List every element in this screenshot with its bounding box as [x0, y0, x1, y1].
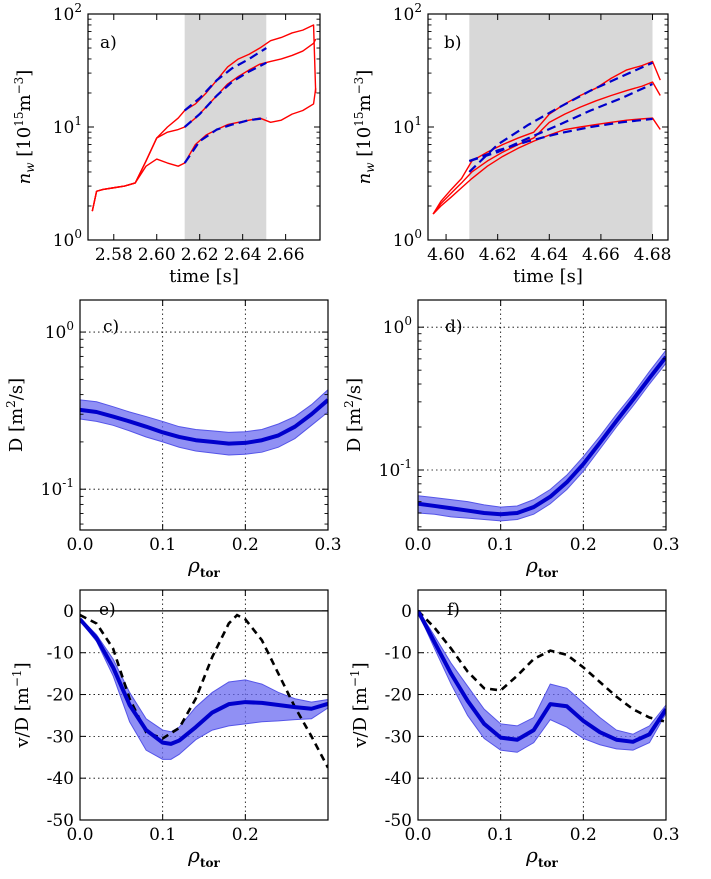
y-axis-label: nw [1015m−3] — [12, 70, 37, 185]
shaded-region — [469, 14, 653, 240]
plot-area — [418, 590, 666, 820]
x-tick-label: 4.66 — [582, 245, 620, 265]
axes-frame — [417, 589, 667, 821]
panel-label: e) — [99, 600, 116, 620]
x-tick-label: 0.0 — [404, 535, 431, 555]
x-tick-label: 0.3 — [314, 535, 341, 555]
y-tick-label: 0 — [63, 602, 74, 622]
y-tick-label: -30 — [47, 727, 74, 747]
y-axis-label: v/D [m−1] — [348, 662, 371, 748]
profile-line — [80, 617, 328, 746]
panel-label: a) — [100, 33, 117, 53]
plot-area — [418, 300, 666, 530]
y-axis-label: nw [1015m−3] — [352, 70, 377, 185]
panel-label: f) — [447, 600, 460, 620]
y-tick-label: 10-1 — [41, 476, 74, 500]
fit-trace — [468, 83, 653, 163]
uncertainty-band — [80, 388, 328, 456]
x-tick-label: 2.60 — [138, 245, 176, 265]
panel-label: b) — [444, 33, 462, 53]
y-tick-label: -50 — [47, 811, 74, 831]
y-tick-label: 102 — [53, 1, 82, 25]
x-tick-label: 4.60 — [427, 245, 465, 265]
y-axis-label: D [m2/s] — [342, 378, 365, 452]
x-axis-label: time [s] — [513, 266, 583, 287]
y-tick-label: 101 — [393, 114, 422, 138]
x-axis-label: ρtor — [525, 843, 558, 870]
y-tick-label: -20 — [47, 686, 74, 706]
y-tick-label: 100 — [383, 314, 412, 338]
measured-trace — [432, 81, 661, 215]
plot-area — [80, 590, 328, 820]
uncertainty-band — [418, 349, 666, 522]
x-tick-label: 2.66 — [267, 245, 305, 265]
x-tick-label: 2.62 — [181, 245, 219, 265]
neoclassical-dashed-line — [418, 609, 666, 723]
panel-label: c) — [103, 317, 119, 337]
x-axis-label: ρtor — [187, 553, 220, 580]
y-tick-label: -10 — [385, 644, 412, 664]
neoclassical-dashed-line — [80, 613, 328, 769]
y-tick-label: 102 — [393, 1, 422, 25]
y-tick-label: -40 — [47, 769, 74, 789]
x-tick-label: 0.1 — [487, 535, 514, 555]
x-tick-label: 0.1 — [487, 825, 514, 845]
x-tick-label: 0.3 — [652, 535, 679, 555]
fit-trace — [183, 61, 267, 128]
axes-frame — [79, 299, 329, 531]
y-tick-label: -20 — [385, 686, 412, 706]
axes-frame — [417, 299, 667, 531]
y-tick-label: 0 — [401, 602, 412, 622]
x-axis-label: ρtor — [187, 843, 220, 870]
y-tick-label: -50 — [385, 811, 412, 831]
profile-line — [80, 398, 328, 446]
x-tick-label: 0.0 — [66, 535, 93, 555]
x-tick-label: 0.2 — [232, 535, 259, 555]
x-tick-label: 0.2 — [570, 825, 597, 845]
panel-f: 0.0 0.1 0.2 0.3 0 -10 -20 -30 -40 -50 f) ρtor v/D [m… — [348, 589, 680, 870]
y-axis-label: D [m2/s] — [4, 378, 27, 452]
x-tick-label: 2.64 — [224, 245, 262, 265]
x-tick-label: 4.68 — [634, 245, 672, 265]
panel-b: 4.60 4.62 4.64 4.66 4.68 100 101 102 b) time [s] n… — [352, 1, 671, 287]
fit-trace — [468, 117, 653, 163]
x-axis-label: ρtor — [525, 553, 558, 580]
x-tick-label: 0.0 — [66, 825, 93, 845]
x-tick-label: 0.2 — [570, 535, 597, 555]
panel-a: 2.58 2.60 2.62 2.64 2.66 100 101 102 a) time [s] n… — [12, 1, 321, 287]
profile-line — [418, 355, 666, 517]
x-tick-label: 2.58 — [95, 245, 133, 265]
y-tick-label: -10 — [47, 644, 74, 664]
panel-c: 0.0 0.1 0.2 0.3 10-1 100 c) ρtor D [m2/s] — [4, 299, 342, 580]
x-tick-label: 0.1 — [149, 825, 176, 845]
y-axis-label: v/D [m−1] — [10, 662, 33, 748]
x-tick-label: 0.1 — [149, 535, 176, 555]
plot-area — [91, 14, 317, 240]
fit-trace — [183, 116, 267, 164]
x-tick-label: 0.3 — [652, 825, 679, 845]
x-tick-label: 0.0 — [404, 825, 431, 845]
y-tick-label: -40 — [385, 769, 412, 789]
panel-d: 0.0 0.1 0.2 0.3 10-1 100 d) ρtor D [m2/s] — [342, 299, 680, 580]
profile-line — [418, 609, 666, 744]
plot-area — [432, 14, 661, 240]
y-tick-label: 101 — [53, 114, 82, 138]
y-tick-label: 100 — [45, 319, 74, 343]
uncertainty-band — [80, 617, 328, 760]
y-tick-label: -30 — [385, 727, 412, 747]
measured-trace — [432, 60, 661, 215]
x-tick-label: 4.62 — [479, 245, 517, 265]
x-axis-label: time [s] — [169, 266, 239, 287]
axes-frame — [79, 589, 329, 821]
panel-e: 0.0 0.1 0.2 0 -10 -20 -30 -40 -50 e) ρtor v/D [m−1] — [10, 589, 329, 870]
y-tick-label: 10-1 — [379, 457, 412, 481]
y-tick-label: 100 — [53, 227, 82, 251]
panel-label: d) — [445, 317, 463, 337]
x-tick-label: 0.2 — [232, 825, 259, 845]
plot-area — [80, 300, 328, 530]
fit-trace — [183, 47, 267, 112]
x-tick-label: 4.64 — [530, 245, 568, 265]
y-tick-label: 100 — [393, 227, 422, 251]
